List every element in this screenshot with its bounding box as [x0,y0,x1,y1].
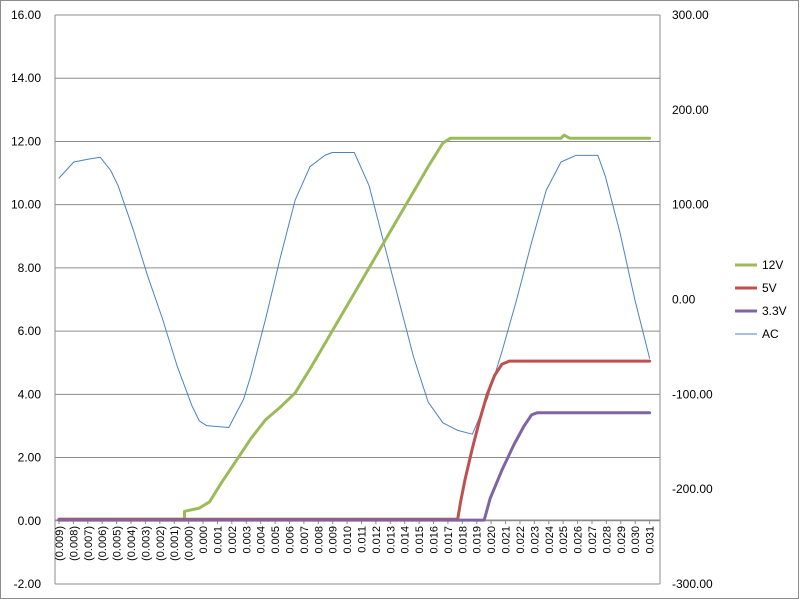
legend-label: 5V [762,281,777,295]
x-tick-label: 0.015 [414,526,426,554]
legend-label: AC [762,327,779,341]
y-left-tick-label: 12.00 [11,134,41,148]
x-tick-label: (0.005) [112,526,124,561]
x-tick-label: 0.017 [443,526,455,554]
x-tick-label: (0.001) [169,526,181,561]
x-tick-label: 0.008 [313,526,325,554]
x-tick-label: 0.021 [501,526,513,554]
series-line-5v [57,359,652,521]
x-tick-label: (0.000) [184,526,196,561]
x-tick-label: 0.013 [385,526,397,554]
x-tick-label: 0.001 [212,526,224,554]
x-tick-label: 0.030 [630,526,642,554]
series-line-12v [57,133,652,521]
legend: 12V 5V 3.3V AC [735,258,787,341]
y-right-tick-label: 0.00 [672,293,696,307]
x-tick-label: 0.019 [472,526,484,554]
x-tick-label: (0.007) [83,526,95,561]
x-tick-label: 0.016 [429,526,441,554]
y-right-tick-label: 100.00 [672,198,709,212]
x-tick-label: 0.022 [515,526,527,554]
x-tick-label: 0.000 [198,526,210,554]
x-tick-label: 0.028 [601,526,613,554]
y-left-tick-label: 10.00 [11,198,41,212]
x-tick-label: 0.003 [241,526,253,554]
y-left-tick-label: 8.00 [18,261,42,275]
x-tick-label: 0.009 [328,526,340,554]
y-left-tick-label: 0.00 [18,514,42,528]
y-right-tick-label: 200.00 [672,103,709,117]
x-tick-label: 0.031 [645,526,657,554]
x-tick-label: 0.014 [400,526,412,554]
x-tick-label: 0.018 [457,526,469,554]
x-tick-label: 0.026 [573,526,585,554]
series-line-3-3v [57,411,652,522]
x-tick-label: 0.029 [616,526,628,554]
x-tick-label: (0.002) [155,526,167,561]
y-left-tick-label: 14.00 [11,71,41,85]
y-right-tick-label: -200.00 [672,482,713,496]
right-axis-labels: -300.00 -200.00 -100.00 0.00 100.00 200.00 300… [672,8,713,591]
x-tick-label: 0.007 [299,526,311,554]
x-tick-label: 0.002 [227,526,239,554]
x-tick-label: 0.020 [486,526,498,554]
x-tick-label: (0.004) [126,526,138,561]
legend-label: 12V [762,258,783,272]
x-tick-label: 0.006 [284,526,296,554]
y-left-tick-label: 2.00 [18,451,42,465]
y-right-tick-label: -100.00 [672,387,713,401]
y-right-tick-label: -300.00 [672,577,713,591]
gridlines [55,14,660,585]
x-tick-label: 0.012 [371,526,383,554]
x-axis-labels: (0.009) (0.008) (0.007) (0.006) (0.005) (0.00… [54,520,657,561]
x-tick-label: 0.005 [270,526,282,554]
x-tick-label: 0.010 [342,526,354,554]
x-tick-label: (0.003) [140,526,152,561]
y-right-tick-label: 300.00 [672,8,709,22]
y-left-tick-label: 4.00 [18,387,42,401]
x-tick-label: 0.023 [529,526,541,554]
y-left-tick-label: -2.00 [14,577,42,591]
x-tick-label: 0.011 [357,526,369,553]
x-tick-label: (0.008) [68,526,80,561]
y-left-tick-label: 16.00 [11,8,41,22]
x-tick-label: (0.006) [97,526,109,561]
x-tick-label: 0.004 [256,526,268,554]
legend-label: 3.3V [762,304,787,318]
x-tick-label: (0.009) [54,526,66,561]
left-axis-labels: -2.00 0.00 2.00 4.00 6.00 8.00 10.00 12.00 14.00… [11,8,41,591]
x-tick-label: 0.027 [587,526,599,554]
x-tick-label: 0.025 [558,526,570,554]
series-line-ac [58,152,651,435]
y-left-tick-label: 6.00 [18,324,42,338]
x-tick-label: 0.024 [544,526,556,554]
